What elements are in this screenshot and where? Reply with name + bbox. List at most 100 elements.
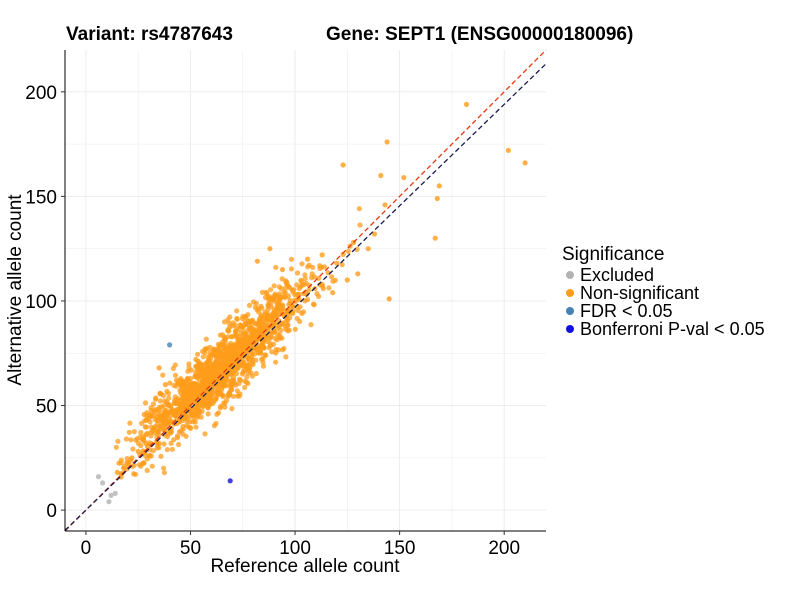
data-point-non-significant — [155, 442, 161, 448]
data-point-non-significant — [180, 423, 186, 430]
data-point-non-significant — [434, 195, 440, 202]
data-point-non-significant — [234, 325, 240, 331]
data-point-non-significant — [284, 279, 290, 285]
data-point-non-significant — [260, 355, 266, 361]
data-point-non-significant — [273, 359, 279, 365]
data-point-non-significant — [159, 413, 166, 419]
data-point-non-significant — [173, 397, 179, 403]
data-point-non-significant — [225, 334, 231, 340]
data-point-non-significant — [260, 359, 266, 365]
data-point-non-significant — [164, 388, 170, 394]
data-point-non-significant — [200, 378, 206, 384]
data-point-non-significant — [171, 382, 177, 388]
data-point-non-significant — [212, 387, 218, 393]
data-point-non-significant — [239, 342, 245, 348]
data-point-non-significant — [299, 261, 305, 267]
y-tick-label: 100 — [25, 292, 57, 313]
data-point-non-significant — [143, 432, 149, 438]
data-point-excluded — [106, 499, 112, 505]
legend-item: Non-significant — [562, 284, 765, 302]
data-point-non-significant — [220, 332, 226, 338]
data-point-non-significant — [215, 361, 221, 367]
data-point-non-significant — [142, 424, 148, 430]
data-point-non-significant — [228, 344, 235, 350]
data-point-non-significant — [182, 389, 188, 395]
data-point-non-significant — [161, 427, 167, 433]
data-point-non-significant — [131, 462, 137, 468]
data-point-non-significant — [180, 431, 186, 437]
data-point-non-significant — [238, 323, 244, 329]
data-point-non-significant — [234, 388, 240, 394]
data-point-non-significant — [279, 320, 285, 326]
data-point-bonferroni-p-val-0-05 — [227, 478, 233, 484]
data-point-non-significant — [203, 361, 209, 367]
data-point-non-significant — [144, 443, 150, 449]
data-point-non-significant — [156, 407, 162, 413]
data-point-non-significant — [154, 414, 160, 420]
data-point-non-significant — [135, 440, 141, 446]
data-point-non-significant — [227, 314, 233, 320]
data-point-non-significant — [161, 465, 167, 471]
data-point-non-significant — [231, 374, 237, 381]
data-point-non-significant — [204, 388, 210, 394]
data-point-non-significant — [303, 280, 309, 286]
data-point-non-significant — [156, 365, 162, 371]
data-point-non-significant — [169, 446, 175, 452]
data-point-non-significant — [140, 437, 146, 443]
data-point-non-significant — [285, 318, 291, 324]
data-point-non-significant — [258, 344, 264, 350]
data-point-non-significant — [288, 266, 295, 272]
axes — [64, 50, 546, 532]
data-point-non-significant — [221, 319, 228, 325]
data-point-non-significant — [131, 429, 137, 435]
data-point-non-significant — [305, 264, 311, 270]
data-point-non-significant — [283, 326, 289, 332]
data-point-non-significant — [228, 387, 234, 393]
data-point-non-significant — [149, 463, 155, 469]
data-point-non-significant — [135, 448, 141, 455]
data-point-non-significant — [193, 424, 199, 430]
data-point-non-significant — [140, 448, 146, 454]
data-point-non-significant — [245, 370, 251, 376]
data-point-non-significant — [211, 363, 217, 369]
data-point-non-significant — [215, 348, 221, 354]
data-point-non-significant — [384, 139, 390, 145]
reference-line-identity — [64, 49, 547, 532]
data-point-non-significant — [217, 405, 223, 411]
data-point-non-significant — [222, 339, 228, 345]
data-point-non-significant — [432, 235, 438, 241]
data-point-non-significant — [127, 420, 133, 426]
data-point-non-significant — [158, 453, 164, 459]
data-point-non-significant — [274, 331, 280, 337]
data-point-non-significant — [204, 345, 210, 351]
data-points — [95, 101, 528, 505]
data-point-non-significant — [121, 465, 127, 471]
data-point-non-significant — [171, 420, 177, 426]
data-point-non-significant — [242, 378, 248, 384]
data-point-non-significant — [279, 335, 285, 341]
data-point-non-significant — [168, 440, 174, 446]
data-point-non-significant — [164, 411, 170, 417]
data-point-non-significant — [310, 264, 316, 270]
data-point-non-significant — [173, 377, 180, 383]
data-point-non-significant — [244, 328, 251, 334]
data-point-non-significant — [176, 407, 182, 413]
data-point-non-significant — [265, 302, 271, 308]
data-point-non-significant — [340, 162, 346, 168]
data-point-non-significant — [188, 382, 195, 388]
y-tick-label: 200 — [25, 83, 57, 104]
data-point-non-significant — [259, 289, 265, 295]
y-axis-label: Alternative allele count — [5, 194, 26, 386]
data-point-non-significant — [320, 286, 326, 292]
data-point-non-significant — [172, 362, 178, 368]
data-point-non-significant — [344, 277, 350, 283]
data-point-non-significant — [216, 389, 222, 396]
data-point-non-significant — [185, 375, 191, 381]
data-point-non-significant — [334, 260, 340, 266]
data-point-non-significant — [345, 248, 351, 254]
data-point-non-significant — [273, 264, 279, 270]
data-point-non-significant — [268, 343, 274, 349]
data-point-non-significant — [261, 322, 267, 328]
data-point-fdr-0-05 — [167, 342, 173, 348]
x-tick-label: 0 — [81, 538, 92, 559]
